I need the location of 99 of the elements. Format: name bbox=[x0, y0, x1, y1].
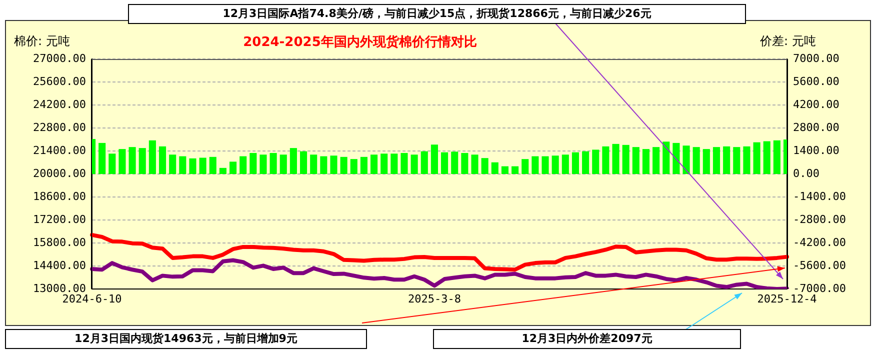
bar bbox=[370, 154, 378, 174]
y-tick-label: 22800.00 bbox=[33, 120, 86, 134]
y-tick-label: 24200.00 bbox=[33, 98, 86, 111]
bar bbox=[430, 144, 438, 174]
bar bbox=[148, 140, 156, 174]
bar bbox=[229, 162, 237, 174]
y-tick-label: 14400.00 bbox=[33, 258, 86, 272]
y2-tick-label: 4200.00 bbox=[793, 98, 840, 111]
bar bbox=[250, 152, 257, 174]
bar bbox=[602, 146, 610, 174]
bar bbox=[723, 146, 730, 174]
text: 12月3日国际A指74.8美分/磅，与前日减少15点，折现货12866元，与前日减少26元 bbox=[128, 4, 746, 24]
bar bbox=[451, 152, 458, 174]
bar bbox=[512, 166, 519, 174]
y2-tick-label: 1400.00 bbox=[793, 144, 840, 157]
y-tick-label: 15800.00 bbox=[33, 236, 86, 249]
text: 12月3日内外价差2097元 bbox=[433, 329, 741, 349]
bar bbox=[562, 154, 569, 174]
bar bbox=[410, 154, 418, 174]
bar bbox=[592, 150, 600, 174]
bar bbox=[219, 168, 226, 174]
bar bbox=[612, 144, 620, 174]
bar bbox=[733, 147, 740, 174]
bar bbox=[632, 147, 640, 174]
bar bbox=[773, 140, 780, 174]
y-tick-label: 21400.00 bbox=[33, 144, 86, 157]
bar bbox=[360, 156, 368, 174]
bar bbox=[189, 158, 196, 174]
y2-tick-label: -7000.00 bbox=[793, 282, 846, 295]
y-axis-title: 棉价: 元吨 bbox=[14, 33, 70, 50]
y-tick-label: 18600.00 bbox=[33, 190, 86, 203]
y-tick-label: 20000.00 bbox=[33, 166, 86, 180]
bar bbox=[542, 156, 549, 174]
bar bbox=[662, 142, 670, 174]
bar bbox=[572, 152, 580, 174]
y2-axis-title: 价差: 元吨 bbox=[760, 33, 816, 50]
y2-tick-label: 7000.00 bbox=[793, 52, 840, 65]
y2-tick-label: 2800.00 bbox=[793, 120, 840, 134]
bar bbox=[622, 144, 630, 174]
bar bbox=[380, 154, 388, 174]
chart-title: 2024-2025年国内外现货棉价行情对比 bbox=[242, 34, 478, 51]
bar bbox=[320, 156, 328, 174]
bar bbox=[712, 147, 720, 174]
bar bbox=[552, 156, 559, 174]
y2-tick-label: -2800.00 bbox=[793, 212, 846, 226]
bar bbox=[128, 147, 136, 174]
bar bbox=[753, 142, 760, 174]
bar bbox=[169, 154, 176, 174]
bar bbox=[501, 166, 508, 174]
bar bbox=[158, 146, 166, 174]
y2-tick-label: 0.00 bbox=[793, 166, 820, 180]
bar bbox=[491, 162, 498, 174]
y2-tick-label: -5600.00 bbox=[793, 258, 846, 272]
bar bbox=[692, 147, 700, 174]
bar bbox=[280, 154, 287, 174]
bar bbox=[441, 152, 448, 174]
bar bbox=[522, 159, 529, 174]
bar bbox=[743, 146, 750, 174]
bar bbox=[672, 142, 680, 174]
bar bbox=[682, 146, 690, 174]
bar bbox=[138, 148, 146, 174]
bar bbox=[763, 141, 770, 174]
bar bbox=[652, 147, 660, 174]
y-tick-label: 17200.00 bbox=[33, 212, 86, 226]
bar bbox=[481, 158, 488, 174]
bar bbox=[179, 156, 186, 174]
bar bbox=[260, 154, 267, 174]
bar bbox=[209, 156, 216, 174]
bar bbox=[350, 159, 358, 174]
y-tick-label: 13000.00 bbox=[33, 282, 86, 295]
bar bbox=[532, 156, 539, 174]
x-tick-label: 2024-6-10 bbox=[62, 292, 122, 306]
y-tick-label: 27000.00 bbox=[33, 52, 86, 65]
y2-tick-label: -4200.00 bbox=[793, 236, 846, 249]
bar bbox=[461, 152, 468, 174]
bar bbox=[270, 152, 277, 174]
bar bbox=[340, 156, 348, 174]
bar bbox=[471, 154, 478, 174]
bar bbox=[642, 149, 650, 174]
x-tick-label: 2025-12-4 bbox=[757, 292, 818, 306]
bar bbox=[330, 156, 338, 174]
bar bbox=[300, 151, 308, 174]
bar bbox=[240, 156, 247, 174]
bar bbox=[390, 154, 398, 174]
bar bbox=[702, 149, 710, 174]
bar bbox=[290, 148, 297, 174]
bar bbox=[400, 152, 408, 174]
y-tick-label: 25600.00 bbox=[33, 74, 86, 88]
bar bbox=[420, 151, 428, 174]
y2-tick-label: -1400.00 bbox=[793, 190, 846, 203]
y2-tick-label: 5600.00 bbox=[793, 74, 840, 88]
x-tick-label: 2025-3-8 bbox=[408, 292, 461, 306]
bar bbox=[108, 154, 116, 174]
bar bbox=[199, 158, 206, 174]
bar bbox=[98, 142, 106, 174]
text: 12月3日国内现货14963元，与前日增加9元 bbox=[5, 329, 367, 349]
bar bbox=[118, 149, 126, 174]
bar bbox=[310, 154, 318, 174]
bar bbox=[582, 151, 590, 174]
